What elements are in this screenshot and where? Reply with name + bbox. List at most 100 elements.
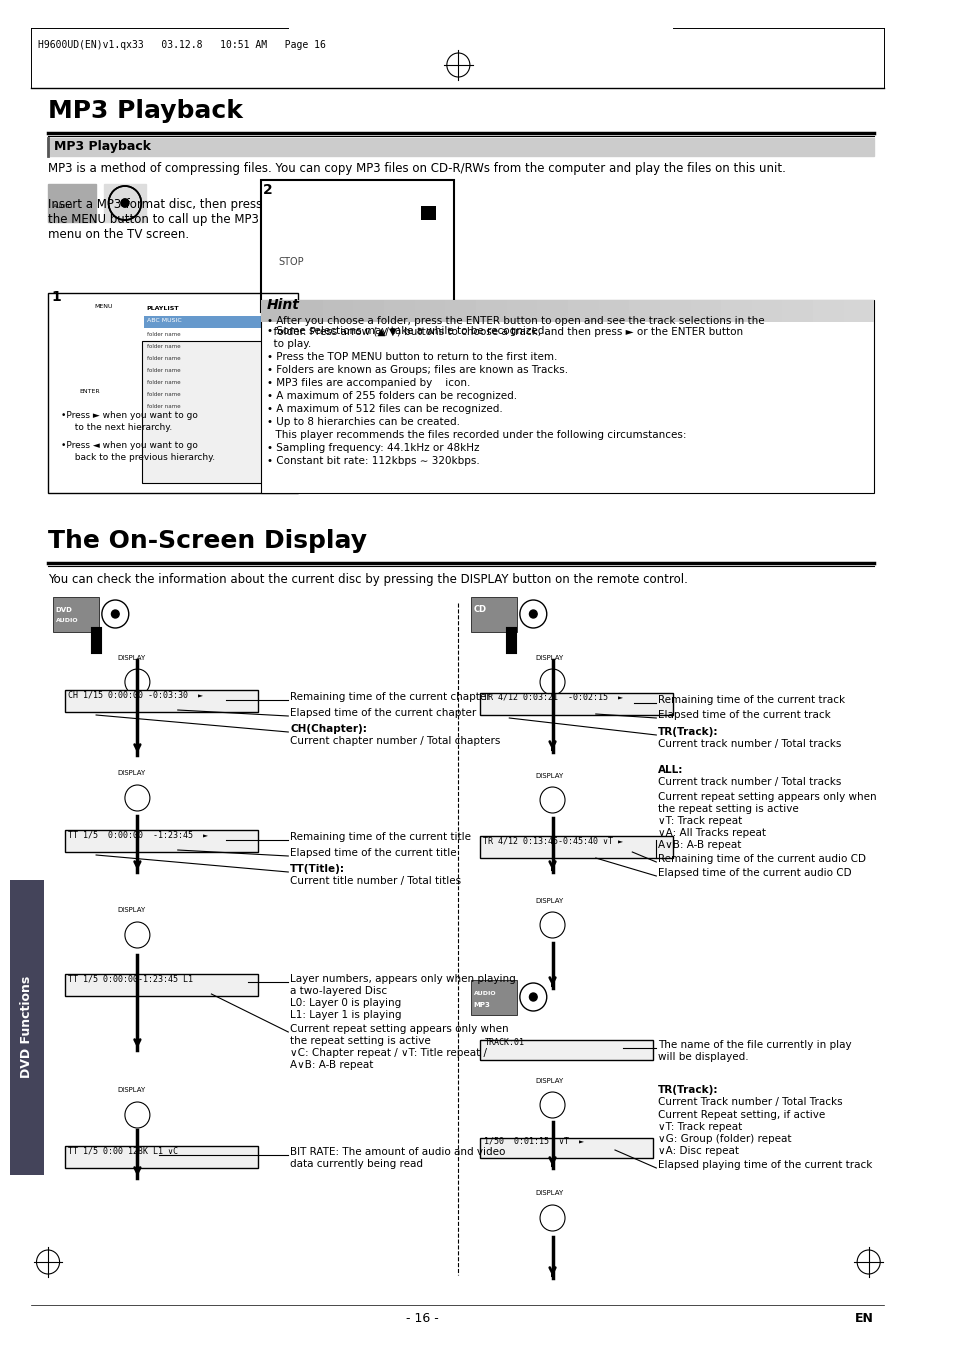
Bar [415,300,445,322]
Text: - 16 -: - 16 - [406,1312,438,1325]
Bar [65,830,257,852]
Bar [261,180,453,312]
Text: PLAYLIST: PLAYLIST [146,305,178,311]
Text: • Up to 8 hierarchies can be created.: • Up to 8 hierarchies can be created. [267,417,459,427]
Bar [353,300,384,322]
Text: Current Track number / Total Tracks: Current Track number / Total Tracks [658,1097,842,1106]
Bar [261,300,292,322]
Text: ∨T: Track repeat: ∨T: Track repeat [658,816,741,825]
Bar [842,300,874,322]
Text: The On-Screen Display: The On-Screen Display [48,530,367,553]
Bar [10,880,44,1175]
Text: MP3 is a method of compressing files. You can copy MP3 files on CD-R/RWs from th: MP3 is a method of compressing files. Yo… [48,162,785,176]
Bar [65,1146,257,1169]
Text: DISPLAY: DISPLAY [535,773,563,780]
Text: ENTER: ENTER [80,389,100,394]
Bar [48,184,96,222]
Text: TT 1/5 0:00 128K L1 ∨C: TT 1/5 0:00 128K L1 ∨C [69,1146,178,1155]
Text: 1/50  0:01:15  ∨T  ►: 1/50 0:01:15 ∨T ► [484,1136,583,1146]
Text: AUDIO: AUDIO [52,204,73,209]
Text: TR(Track):: TR(Track): [658,727,718,738]
Text: DISPLAY: DISPLAY [535,898,563,904]
Text: Current track number / Total tracks: Current track number / Total tracks [658,777,841,788]
Text: ∨G: Group (folder) repeat: ∨G: Group (folder) repeat [658,1133,791,1144]
Text: folder name: folder name [147,367,180,373]
Text: Current chapter number / Total chapters: Current chapter number / Total chapters [290,736,500,746]
Text: TT(Title):: TT(Title): [290,865,345,874]
Text: DISPLAY: DISPLAY [117,907,145,913]
Text: 2: 2 [263,182,273,197]
Bar [65,690,257,712]
Bar [781,300,812,322]
Text: Current repeat setting appears only when: Current repeat setting appears only when [290,1024,508,1034]
Text: • Press the TOP MENU button to return to the first item.: • Press the TOP MENU button to return to… [267,353,557,362]
Text: DISPLAY: DISPLAY [535,1078,563,1084]
Circle shape [529,611,537,617]
Bar [567,300,598,322]
Bar [659,300,690,322]
Text: ∨C: Chapter repeat / ∨T: Title repeat /: ∨C: Chapter repeat / ∨T: Title repeat / [290,1048,487,1058]
Bar [104,184,146,222]
Text: Elapsed time of the current audio CD: Elapsed time of the current audio CD [658,867,851,878]
Text: You can check the information about the current disc by pressing the DISPLAY but: You can check the information about the … [48,573,687,586]
Circle shape [112,611,119,617]
Text: A∨B: A-B repeat: A∨B: A-B repeat [658,840,740,850]
Bar [261,300,874,322]
Bar [480,836,672,858]
Text: •Press ► when you want to go: •Press ► when you want to go [61,411,198,420]
Text: The name of the file currently in play: The name of the file currently in play [658,1040,851,1050]
Text: ∨A: Disc repeat: ∨A: Disc repeat [658,1146,739,1156]
Text: TR 4/12 0:03:21  -0:02:15  ►: TR 4/12 0:03:21 -0:02:15 ► [483,693,622,703]
Text: Insert a MP3-format disc, then press
the MENU button to call up the MP3
menu on : Insert a MP3-format disc, then press the… [48,199,262,240]
Bar [144,316,286,328]
Text: Remaining time of the current track: Remaining time of the current track [658,694,844,705]
Bar [812,300,842,322]
Text: DISPLAY: DISPLAY [117,1088,145,1093]
Text: MP3: MP3 [474,1002,490,1008]
Text: • A maximum of 512 files can be recognized.: • A maximum of 512 files can be recogniz… [267,404,502,413]
Text: TRACK:01: TRACK:01 [484,1038,524,1047]
Bar [384,300,415,322]
Bar [48,293,297,493]
Text: L1: Layer 1 is playing: L1: Layer 1 is playing [290,1011,401,1020]
Circle shape [121,199,129,207]
Text: MP3 Playback: MP3 Playback [48,99,243,123]
Bar [292,300,322,322]
Text: CD: CD [474,605,486,613]
Text: Elapsed time of the current track: Elapsed time of the current track [658,711,830,720]
Text: folder name: folder name [147,332,180,336]
Text: the repeat setting is active: the repeat setting is active [290,1036,431,1046]
Text: • MP3 files are accompanied by    icon.: • MP3 files are accompanied by icon. [267,378,470,388]
Text: ABC MUSIC: ABC MUSIC [147,317,182,323]
Text: ∨T: Track repeat: ∨T: Track repeat [658,1121,741,1132]
Bar [690,300,720,322]
Text: Hint: Hint [267,299,299,312]
Bar [471,979,517,1015]
Text: This player recommends the files recorded under the following circumstances:: This player recommends the files recorde… [269,430,686,440]
Text: •Press ◄ when you want to go: •Press ◄ when you want to go [61,440,198,450]
Text: Current repeat setting appears only when: Current repeat setting appears only when [658,792,876,802]
Bar [445,300,476,322]
Text: Current track number / Total tracks: Current track number / Total tracks [658,739,841,748]
Bar [480,1138,653,1158]
Text: Elapsed time of the current title: Elapsed time of the current title [290,848,456,858]
Text: data currently being read: data currently being read [290,1159,423,1169]
Text: Remaining time of the current chapter: Remaining time of the current chapter [290,692,490,703]
Bar [720,300,751,322]
Text: folder name: folder name [147,357,180,361]
Bar [476,300,506,322]
Text: • A maximum of 255 folders can be recognized.: • A maximum of 255 folders can be recogn… [267,390,517,401]
Bar [629,300,659,322]
Text: the repeat setting is active: the repeat setting is active [658,804,799,815]
Bar [322,300,353,322]
Bar [480,1040,653,1061]
Text: 1: 1 [51,290,62,304]
Text: H9600UD(EN)v1.qx33   03.12.8   10:51 AM   Page 16: H9600UD(EN)v1.qx33 03.12.8 10:51 AM Page… [38,41,326,50]
Text: TT 1/5  0:00:00  -1:23:45  ►: TT 1/5 0:00:00 -1:23:45 ► [69,830,208,839]
Text: • Sampling frequency: 44.1kHz or 48kHz: • Sampling frequency: 44.1kHz or 48kHz [267,443,479,453]
Text: ∨A: All Tracks repeat: ∨A: All Tracks repeat [658,828,765,838]
Text: ALL:: ALL: [658,765,683,775]
Bar [506,300,537,322]
Text: folder name: folder name [147,345,180,349]
Text: A∨B: A-B repeat: A∨B: A-B repeat [290,1061,374,1070]
